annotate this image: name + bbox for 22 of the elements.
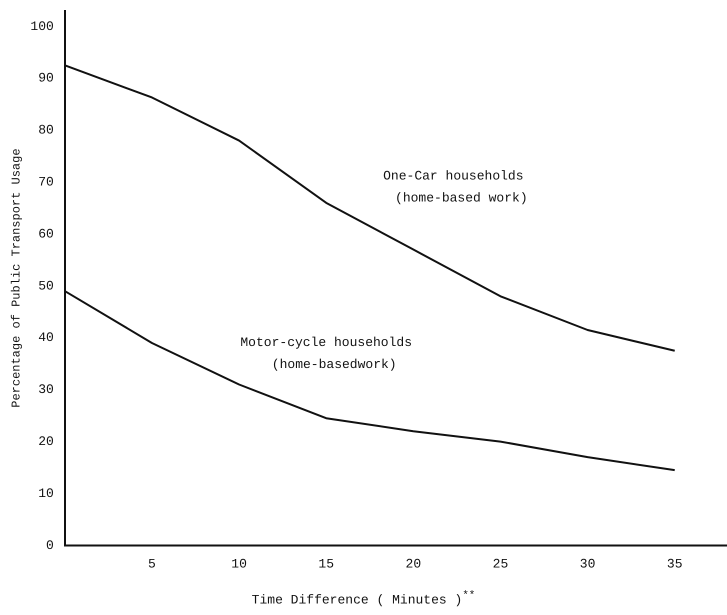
x-tick-label: 25 bbox=[492, 556, 508, 572]
y-tick-label: 0 bbox=[46, 538, 54, 553]
y-tick-label: 20 bbox=[38, 434, 54, 450]
x-tick-label: 10 bbox=[231, 556, 247, 572]
y-tick-label: 30 bbox=[38, 382, 54, 398]
y-tick-label: 80 bbox=[38, 122, 54, 138]
x-tick-label: 5 bbox=[148, 556, 156, 572]
x-tick-label: 15 bbox=[318, 556, 334, 572]
y-tick-label: 100 bbox=[30, 18, 54, 34]
y-tick-label: 50 bbox=[38, 278, 54, 294]
series-label: One-Car households (home-based work) bbox=[383, 168, 528, 206]
y-tick-label: 90 bbox=[38, 70, 54, 86]
y-tick-label: 40 bbox=[38, 330, 54, 346]
y-tick-label: 10 bbox=[38, 486, 54, 501]
series-label: Motor-cycle households (home-basedwork) bbox=[240, 335, 412, 372]
x-tick-label: 30 bbox=[580, 556, 596, 572]
y-tick-label: 60 bbox=[38, 226, 54, 242]
x-axis-title: Time Difference ( Minutes )$^{**}$ bbox=[250, 590, 476, 608]
x-tick-label: 20 bbox=[406, 556, 422, 572]
y-tick-label: 70 bbox=[38, 174, 54, 190]
y-axis-title: Percentage of Public Transport Usage bbox=[9, 148, 24, 408]
x-tick-label: 35 bbox=[666, 556, 683, 572]
